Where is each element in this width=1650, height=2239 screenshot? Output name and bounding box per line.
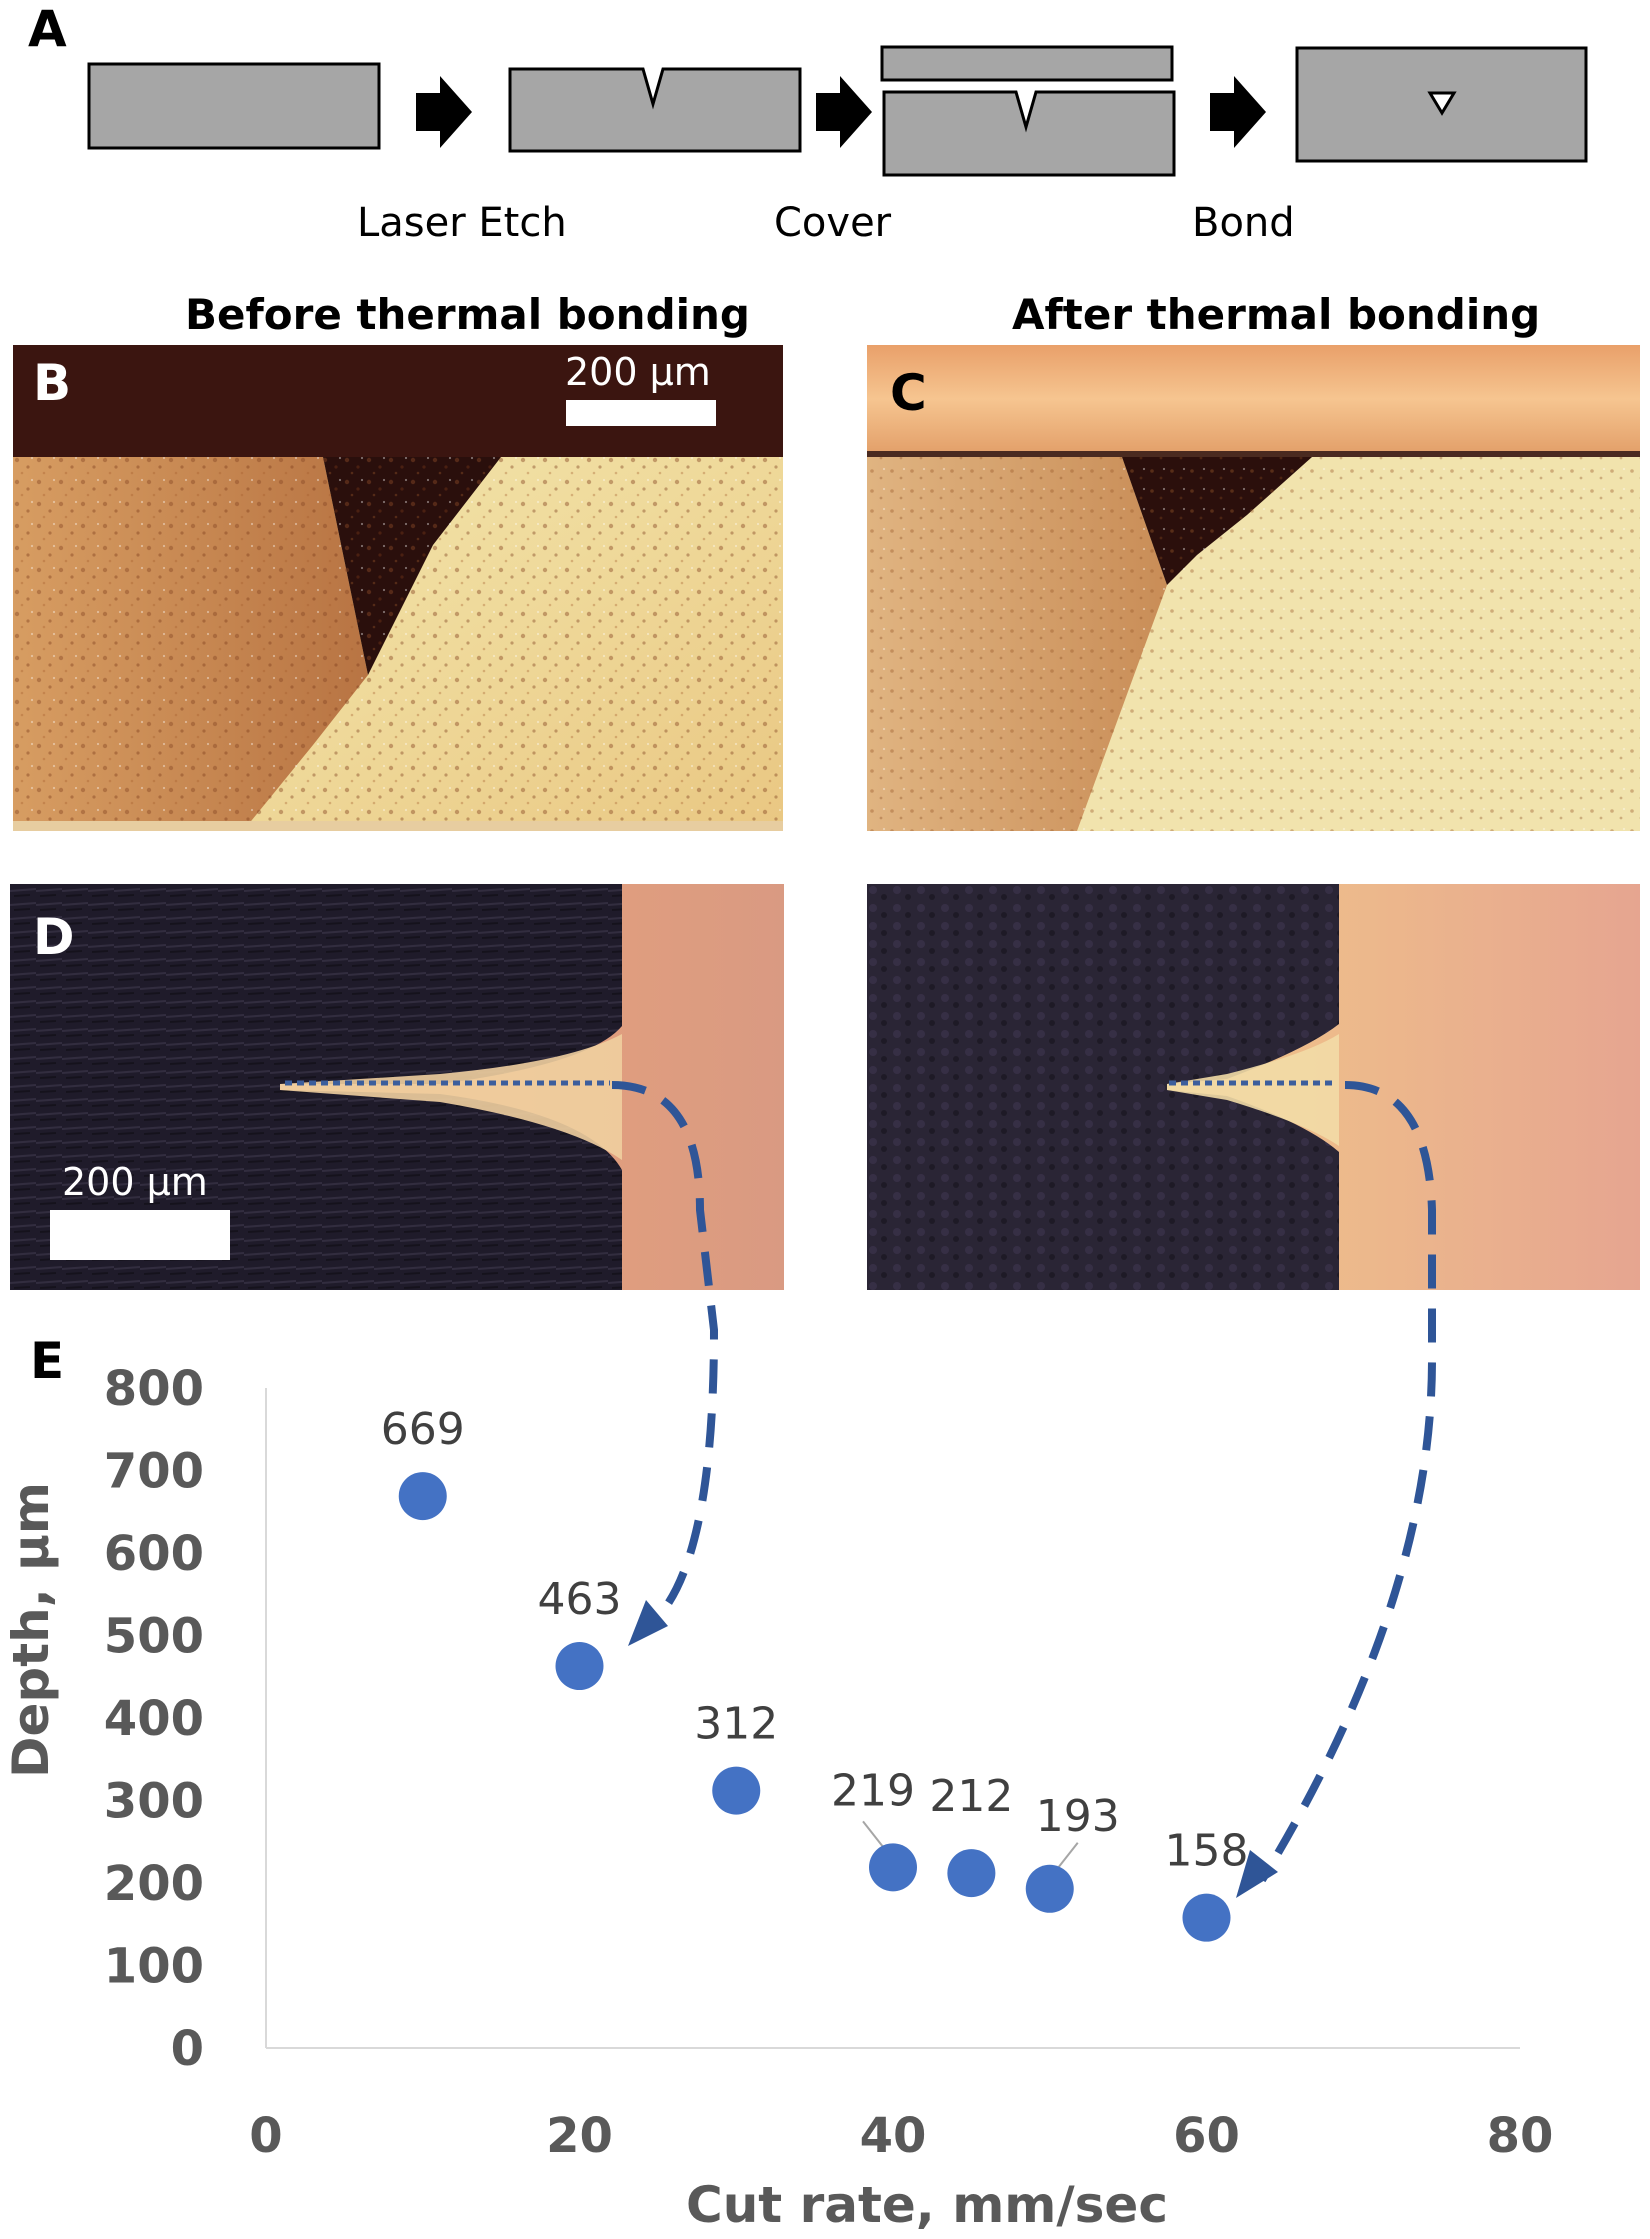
y-tick-label: 400 bbox=[104, 1691, 204, 1747]
x-tick-labels: 0 20 40 60 80 bbox=[249, 2108, 1553, 2164]
block-covered bbox=[882, 90, 1176, 177]
panel-c-letter: C bbox=[890, 364, 927, 422]
process-schematic bbox=[87, 45, 1588, 177]
scale-label-d: 200 µm bbox=[62, 1160, 208, 1204]
data-label: 463 bbox=[538, 1574, 622, 1625]
data-label: 158 bbox=[1165, 1826, 1249, 1877]
data-label: 219 bbox=[831, 1765, 915, 1816]
data-label: 193 bbox=[1036, 1791, 1120, 1842]
column-title-after: After thermal bonding bbox=[1012, 290, 1541, 339]
process-arrow-2 bbox=[816, 76, 872, 148]
data-point bbox=[869, 1843, 917, 1892]
panel-e-letter: E bbox=[30, 1332, 65, 1390]
data-point bbox=[1182, 1893, 1231, 1942]
block-etched bbox=[508, 67, 802, 153]
x-tick-label: 0 bbox=[249, 2108, 282, 2164]
x-tick-label: 60 bbox=[1173, 2108, 1240, 2164]
y-tick-label: 200 bbox=[104, 1856, 204, 1912]
data-point bbox=[947, 1849, 996, 1898]
data-labels: 669 463 312 219 212 193 158 bbox=[381, 1404, 1249, 1877]
cover-plate bbox=[880, 45, 1174, 82]
data-point bbox=[555, 1642, 604, 1691]
leader-line bbox=[862, 1820, 886, 1850]
data-label: 212 bbox=[929, 1771, 1013, 1822]
data-point bbox=[398, 1472, 447, 1521]
y-tick-label: 300 bbox=[104, 1774, 204, 1830]
micrograph-d-after bbox=[867, 884, 1640, 1290]
scale-bar-b bbox=[566, 400, 716, 426]
y-tick-labels: 0 100 200 300 400 500 600 700 800 bbox=[104, 1361, 204, 2077]
leader-line bbox=[1054, 1842, 1079, 1872]
y-tick-label: 0 bbox=[171, 2021, 204, 2077]
sealed-channel bbox=[1427, 91, 1457, 116]
data-point bbox=[1025, 1864, 1074, 1913]
data-label: 312 bbox=[694, 1699, 778, 1750]
y-tick-label: 600 bbox=[104, 1526, 204, 1582]
scale-bar-d bbox=[50, 1210, 230, 1260]
x-tick-label: 40 bbox=[860, 2108, 927, 2164]
column-title-before: Before thermal bonding bbox=[185, 290, 750, 339]
connector-arrowhead-before bbox=[628, 1600, 668, 1646]
step-label-laser-etch: Laser Etch bbox=[357, 200, 567, 246]
step-label-bond: Bond bbox=[1192, 200, 1295, 246]
data-label: 669 bbox=[381, 1404, 465, 1455]
x-tick-label: 80 bbox=[1487, 2108, 1554, 2164]
x-tick-label: 20 bbox=[546, 2108, 613, 2164]
y-tick-label: 700 bbox=[104, 1444, 204, 1500]
scale-label-b: 200 µm bbox=[565, 350, 711, 394]
process-arrow-1 bbox=[416, 76, 472, 148]
y-axis-label: Depth, µm bbox=[2, 1482, 60, 1778]
data-points bbox=[398, 1472, 1231, 1942]
x-axis-label: Cut rate, mm/sec bbox=[686, 2176, 1168, 2234]
step-label-cover: Cover bbox=[774, 200, 892, 246]
data-point bbox=[712, 1766, 761, 1815]
chart-axes bbox=[265, 1388, 1520, 2049]
data-label-leaders bbox=[862, 1820, 1079, 1872]
block-raw bbox=[87, 62, 381, 150]
y-tick-label: 500 bbox=[104, 1609, 204, 1665]
y-tick-label: 100 bbox=[104, 1939, 204, 1995]
panel-a-letter: A bbox=[28, 0, 67, 58]
panel-d-letter: D bbox=[33, 908, 75, 966]
connector-arrowhead-after bbox=[1236, 1850, 1278, 1898]
panel-b-letter: B bbox=[33, 354, 72, 412]
micrograph-b bbox=[13, 345, 783, 831]
y-tick-label: 800 bbox=[104, 1361, 204, 1417]
micrograph-c bbox=[867, 345, 1640, 831]
process-arrow-3 bbox=[1210, 76, 1266, 148]
